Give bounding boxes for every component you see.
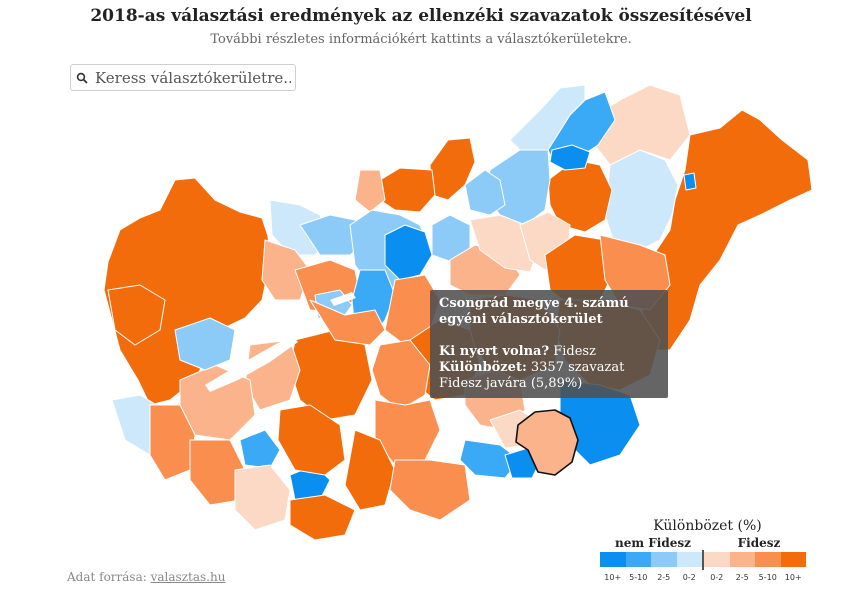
tooltip-title: Csongrád megye 4. számú egyéni választók…: [439, 296, 629, 327]
map-district-baranya-east[interactable]: [277, 404, 346, 476]
search-input[interactable]: [93, 67, 293, 88]
map-district-vas-lb[interactable]: [174, 317, 236, 371]
legend-left-label: nem Fidesz: [615, 536, 691, 550]
legend-tick: 5-10: [758, 573, 777, 582]
map-district-somogy-blue[interactable]: [239, 429, 281, 469]
page-subtitle: További részletes információkért kattint…: [210, 32, 632, 47]
map-district-szombathely[interactable]: [107, 284, 166, 346]
legend-title: Különbözet (%): [653, 518, 762, 534]
map-district-komarom[interactable]: [379, 167, 436, 213]
page-title: 2018-as választási eredmények az ellenzé…: [90, 6, 752, 26]
legend-swatch: [651, 552, 677, 567]
search-icon: [71, 65, 93, 90]
tooltip-diff-value: 3357 szavazat Fidesz javára (5,89%): [439, 360, 625, 391]
legend-ticks: 10+ 5-10 2-5 0-2 0-2 2-5 5-10 10+: [600, 573, 815, 582]
map-district-miskolc[interactable]: [549, 144, 591, 171]
map-district-csongrad-4-highlighted[interactable]: [515, 409, 579, 476]
legend-swatch: [704, 552, 730, 567]
map-district-baranya-west[interactable]: [234, 464, 291, 531]
tooltip-winner-label: Ki nyert volna?: [439, 344, 550, 359]
tooltip-winner-value: Fidesz: [553, 344, 596, 359]
map-district-tatabanya[interactable]: [261, 239, 311, 301]
legend-right-label: Fidesz: [737, 536, 781, 550]
legend-tick: 2-5: [735, 573, 749, 582]
map-district-nyiregyhaza-dot[interactable]: [683, 172, 697, 191]
tooltip-diff-row: Különbözet: 3357 szavazat Fidesz javára …: [439, 360, 659, 392]
legend-swatch: [755, 552, 781, 567]
map-legend: Különbözet (%) nem Fidesz Fidesz 10+ 5-1…: [600, 518, 815, 582]
tooltip-diff-label: Különbözet:: [439, 360, 527, 375]
legend-tick: 0-2: [682, 573, 696, 582]
legend-swatch: [600, 552, 626, 567]
map-district-budapest[interactable]: [384, 224, 433, 281]
legend-tick: 5-10: [629, 573, 648, 582]
map-district-north-top[interactable]: [509, 84, 586, 151]
map-district-bacs-north[interactable]: [371, 339, 431, 411]
district-tooltip: Csongrád megye 4. számú egyéni választók…: [430, 290, 668, 398]
legend-midpoint-divider: [702, 550, 704, 570]
map-district-fejer-south[interactable]: [309, 299, 386, 346]
legend-swatch: [676, 552, 702, 567]
map-district-nograd-2[interactable]: [464, 169, 506, 216]
map-district-bacs-south[interactable]: [344, 429, 396, 511]
map-district-northeast-pale[interactable]: [589, 84, 691, 166]
map-district-east-light[interactable]: [604, 149, 679, 251]
source-label: Adat forrása:: [67, 570, 147, 584]
legend-tick: 2-5: [657, 573, 671, 582]
legend-tick: 10+: [604, 573, 622, 582]
legend-swatch: [729, 552, 755, 567]
legend-swatch: [780, 552, 806, 567]
map-district-baranya-south[interactable]: [289, 494, 356, 541]
danube-island: [330, 292, 356, 306]
map-district-north-east[interactable]: [639, 109, 813, 351]
map-district-szeged-blue[interactable]: [459, 439, 521, 479]
source-link[interactable]: valasztas.hu: [150, 570, 226, 584]
map-district-gyor-pale[interactable]: [354, 169, 386, 213]
tooltip-winner-row: Ki nyert volna? Fidesz: [439, 344, 659, 360]
legend-tick: 0-2: [710, 573, 724, 582]
data-source: Adat forrása: valasztas.hu: [67, 570, 225, 584]
legend-color-scale: [600, 550, 815, 570]
map-district-tolna-east[interactable]: [389, 459, 471, 521]
legend-tick: 10+: [784, 573, 802, 582]
legend-swatch: [625, 552, 651, 567]
map-district-west-base[interactable]: [103, 177, 271, 406]
lake-balaton: [205, 335, 298, 392]
district-search-box[interactable]: [70, 64, 296, 91]
